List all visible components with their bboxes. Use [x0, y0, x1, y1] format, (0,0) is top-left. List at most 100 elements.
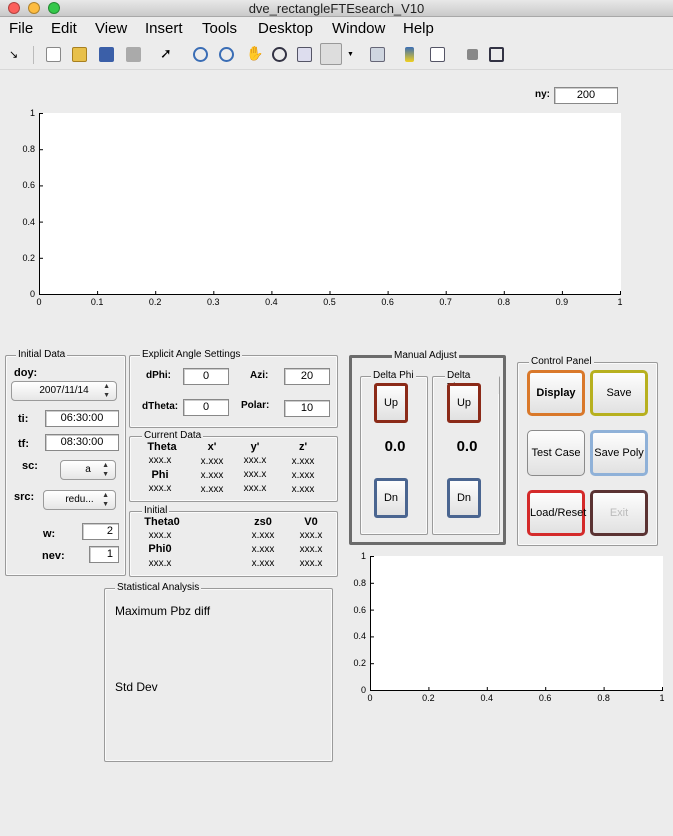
delta-theta-up-button[interactable]: Up	[447, 383, 481, 423]
current-cell: xxx.x	[243, 455, 267, 466]
zoom-icon[interactable]	[48, 2, 60, 14]
hide-tools-icon[interactable]	[467, 49, 478, 60]
delta-phi-up-button[interactable]: Up	[374, 383, 408, 423]
sc-label: sc:	[22, 460, 38, 472]
delta-phi-dn-button[interactable]: Dn	[374, 478, 408, 518]
close-icon[interactable]	[8, 2, 20, 14]
current-cell: xxx.x	[148, 483, 172, 494]
menu-insert[interactable]: Insert	[145, 20, 183, 37]
menu-file[interactable]: File	[9, 20, 34, 37]
max-pbz-diff-label: Maximum Pbz diff	[115, 604, 211, 618]
current-cell: x.xxx	[291, 456, 315, 467]
initial-cell: xxx.x	[299, 558, 323, 569]
initial-data-title: Initial Data	[16, 349, 68, 361]
menu-edit[interactable]: Edit	[51, 20, 77, 37]
main-plot[interactable]	[39, 113, 621, 295]
chevron-updown-icon: ▲ ▼	[103, 383, 110, 399]
test-case-button[interactable]: Test Case	[527, 430, 585, 476]
delta-phi-title: Delta Phi	[371, 370, 416, 382]
new-file-icon[interactable]	[46, 47, 61, 62]
main-plot-x-tick-label: 1	[617, 297, 623, 307]
rotate-icon[interactable]	[272, 47, 287, 62]
initial-panel: Initial Theta0 zs0 V0 xxx.x x.xxx xxx.x …	[129, 505, 338, 577]
pointer-icon[interactable]: ➚	[160, 45, 172, 61]
delta-theta-dn-button[interactable]: Dn	[447, 478, 481, 518]
main-plot-x-tick-label: 0.9	[555, 297, 569, 307]
secondary-plot-axes	[370, 556, 663, 691]
main-plot-y-tick-label: 0.2	[22, 252, 35, 263]
secondary-plot-y-tick-label: 0.8	[353, 577, 366, 588]
statistical-analysis-panel: Statistical Analysis Maximum Pbz diff St…	[104, 582, 333, 762]
current-cell: x.xxx	[291, 484, 315, 495]
initial-cell: x.xxx	[251, 544, 275, 555]
main-plot-y-tick-label: 1	[29, 108, 35, 118]
menu-bar: File Edit View Insert Tools Desktop Wind…	[0, 17, 673, 39]
secondary-plot[interactable]	[370, 556, 663, 691]
azi-label: Azi:	[250, 370, 269, 381]
tf-field[interactable]: 08:30:00	[45, 434, 119, 451]
brush-icon[interactable]	[320, 43, 342, 65]
secondary-plot-y-tick-label: 0.2	[353, 658, 366, 669]
current-cell: xxx.x	[148, 455, 172, 466]
polar-field[interactable]: 10	[284, 400, 330, 417]
tf-label: tf:	[18, 438, 29, 450]
link-plot-icon[interactable]	[370, 47, 385, 62]
control-panel: Control Panel Display Save Test Case Sav…	[517, 356, 658, 546]
initial-cell: xxx.x	[299, 530, 323, 541]
main-plot-x-tick-label: 0.6	[381, 297, 394, 307]
pan-icon[interactable]: ✋	[246, 45, 264, 61]
sc-select[interactable]: a ▲ ▼	[60, 460, 116, 480]
current-cell: xxx.x	[243, 469, 267, 480]
menu-desktop[interactable]: Desktop	[258, 20, 314, 37]
ti-field[interactable]: 06:30:00	[45, 410, 119, 427]
w-field[interactable]: 2	[82, 523, 119, 540]
legend-icon[interactable]	[430, 47, 445, 62]
zoom-out-icon[interactable]	[219, 47, 234, 62]
delta-theta-panel: Delta Theta Up 0.0 Dn	[432, 370, 500, 535]
save-icon[interactable]	[99, 47, 114, 62]
save-poly-button[interactable]: Save Poly	[590, 430, 648, 476]
explicit-angle-title: Explicit Angle Settings	[140, 349, 243, 361]
dphi-label: dPhi:	[146, 370, 171, 381]
ny-field[interactable]: 200	[554, 87, 618, 104]
current-data-panel: Current Data Theta x' y' z' xxx.x x.xxx …	[129, 430, 338, 502]
open-folder-icon[interactable]	[72, 47, 87, 62]
initial-cell: xxx.x	[148, 558, 172, 569]
nev-field[interactable]: 1	[89, 546, 119, 563]
manual-adjust-panel: Manual Adjust Delta Phi Up 0.0 Dn Delta …	[349, 350, 506, 545]
ny-label: ny:	[535, 89, 550, 100]
dtheta-field[interactable]: 0	[183, 399, 229, 416]
menu-tools[interactable]: Tools	[202, 20, 238, 37]
load-reset-button[interactable]: Load/Reset	[527, 490, 586, 536]
delta-theta-value: 0.0	[456, 438, 478, 455]
main-plot-x-tick-label: 0.3	[207, 297, 220, 307]
menu-help[interactable]: Help	[403, 20, 434, 37]
menu-view[interactable]: View	[95, 20, 128, 37]
display-button[interactable]: Display	[527, 370, 585, 416]
data-cursor-icon[interactable]	[297, 47, 312, 62]
arrow-icon[interactable]: ↘	[9, 49, 19, 61]
exit-button[interactable]: Exit	[590, 490, 648, 536]
secondary-plot-y-tick-label: 0.6	[353, 604, 366, 615]
chevron-updown-icon: ▲ ▼	[102, 462, 109, 478]
zoom-in-icon[interactable]	[193, 47, 208, 62]
print-icon[interactable]	[126, 47, 141, 62]
toolbar: ↘ ➚ ✋ ▼	[0, 40, 673, 70]
dropdown-arrow-icon[interactable]: ▼	[347, 51, 354, 58]
colorbar-icon[interactable]	[405, 47, 414, 62]
dphi-field[interactable]: 0	[183, 368, 229, 385]
doy-select[interactable]: 2007/11/14 ▲ ▼	[11, 381, 117, 401]
menu-window[interactable]: Window	[332, 20, 386, 37]
minimize-icon[interactable]	[28, 2, 40, 14]
save-button[interactable]: Save	[590, 370, 648, 416]
main-plot-x-tick-label: 0.2	[148, 297, 162, 307]
main-plot-y-tick-label: 0.4	[22, 216, 35, 227]
src-select[interactable]: redu... ▲ ▼	[43, 490, 116, 510]
show-tools-icon[interactable]	[489, 47, 504, 62]
initial-cell: xxx.x	[299, 544, 323, 555]
azi-field[interactable]: 20	[284, 368, 330, 385]
manual-adjust-title: Manual Adjust	[392, 350, 459, 362]
header-theta0: Theta0	[144, 516, 180, 528]
ti-label: ti:	[18, 413, 29, 425]
current-cell: xxx.x	[243, 483, 267, 494]
